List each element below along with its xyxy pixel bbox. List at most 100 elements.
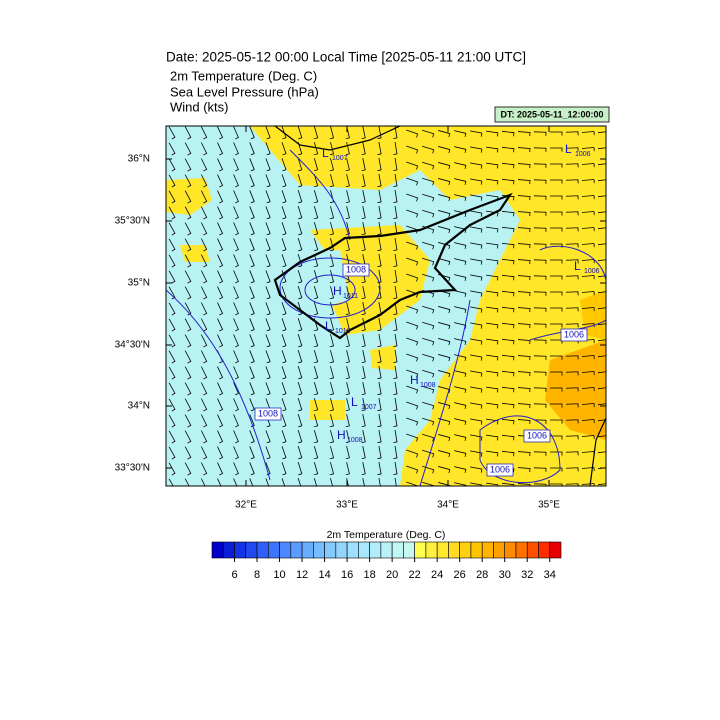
- wind-barb: [168, 222, 176, 236]
- wind-barb: [200, 158, 208, 172]
- wind-barb: [168, 254, 176, 268]
- wind-barb: [393, 462, 398, 475]
- wind-barb: [406, 305, 419, 314]
- wind-barb: [297, 206, 303, 220]
- wind-barb: [393, 206, 398, 219]
- wind-barb: [168, 126, 176, 140]
- wind-barb: [233, 430, 239, 444]
- wind-barb: [184, 414, 192, 428]
- colorbar-swatch: [414, 541, 427, 559]
- wind-barb: [581, 243, 595, 248]
- colorbar-swatch: [222, 541, 235, 559]
- wind-barb: [454, 146, 467, 153]
- wind-barb: [393, 286, 398, 299]
- wind-barb: [438, 354, 451, 362]
- wind-barb: [549, 451, 563, 456]
- wind-barb: [330, 478, 333, 486]
- wind-barb: [377, 366, 382, 379]
- wind-barb: [470, 386, 483, 393]
- wind-barb: [281, 366, 287, 380]
- wind-barb: [377, 190, 382, 203]
- wind-barb: [470, 322, 483, 329]
- wind-barb: [486, 130, 499, 137]
- wind-barb: [454, 450, 467, 457]
- wind-barb: [329, 286, 335, 300]
- wind-barb: [249, 334, 255, 348]
- pressure-value: 1008: [347, 437, 363, 444]
- wind-barb: [406, 369, 419, 378]
- wind-barb: [313, 302, 319, 316]
- wind-barb: [501, 162, 515, 169]
- wind-barb: [184, 254, 192, 268]
- wind-barb: [297, 254, 303, 268]
- wind-barb: [361, 206, 366, 220]
- wind-barb: [549, 259, 563, 264]
- colorbar-swatch: [448, 541, 460, 559]
- wind-barb: [361, 398, 366, 412]
- wind-barb: [454, 338, 467, 345]
- wind-barb: [406, 145, 419, 154]
- wind-barb: [422, 449, 435, 458]
- wind-barb: [422, 337, 435, 346]
- colorbar-swatch: [358, 541, 370, 559]
- wind-barb: [454, 370, 467, 377]
- wind-barb: [393, 270, 398, 283]
- wind-barb: [377, 382, 382, 395]
- wind-barb: [313, 190, 319, 204]
- wind-barb: [533, 291, 547, 296]
- colorbar-label: 26: [454, 569, 466, 581]
- wind-barb: [249, 126, 255, 140]
- wind-barb: [313, 158, 319, 172]
- wind-barb: [393, 158, 398, 171]
- wind-barb: [200, 302, 208, 316]
- wind-barb: [486, 178, 499, 185]
- colorbar-swatch: [504, 541, 517, 559]
- wind-barb: [517, 163, 531, 169]
- wind-barb: [438, 306, 451, 314]
- wind-barb: [361, 238, 366, 252]
- wind-barb: [565, 403, 579, 408]
- wind-barb: [422, 417, 435, 426]
- wind-barb: [233, 382, 239, 396]
- colorbar-swatch: [335, 541, 348, 559]
- wind-barb: [378, 478, 381, 486]
- wind-barb: [345, 366, 350, 380]
- wind-barb: [233, 190, 239, 204]
- wind-barb: [361, 382, 366, 396]
- colorbar-label: 14: [318, 569, 330, 581]
- wind-barb: [345, 334, 350, 348]
- wind-barb: [297, 366, 303, 380]
- wind-barb: [297, 238, 303, 252]
- wind-barb: [265, 462, 271, 476]
- wind-barb: [501, 322, 515, 329]
- map-axes: 32°E 33°E 34°E 35°E 36°N 35°30'N 35°N 34°30'N 34…: [115, 126, 606, 511]
- wind-barb: [313, 430, 319, 444]
- wind-barb: [233, 254, 239, 268]
- wind-barb: [549, 307, 563, 312]
- colorbar-label: 28: [476, 569, 488, 581]
- wind-barb: [233, 302, 239, 316]
- wind-barb: [565, 467, 579, 472]
- wind-barb: [313, 142, 319, 156]
- wind-barb: [393, 398, 398, 411]
- wind-barb: [406, 161, 419, 170]
- wind-barb: [517, 179, 531, 185]
- wind-barb: [184, 446, 192, 460]
- wind-barb: [345, 302, 350, 316]
- wind-barb: [265, 286, 271, 300]
- wind-barb: [565, 483, 579, 486]
- wind-barb: [549, 211, 563, 216]
- colorbar-swatch: [538, 541, 551, 559]
- wind-barb: [406, 417, 419, 426]
- wind-barb: [233, 142, 239, 156]
- wind-barb: [393, 334, 398, 347]
- wind-barb: [438, 226, 451, 234]
- wind-barb: [422, 145, 435, 154]
- wind-barb: [200, 446, 208, 460]
- wind-barb: [217, 126, 224, 140]
- wind-barb: [217, 382, 224, 396]
- pressure-center: H: [333, 284, 342, 298]
- wind-barb: [233, 366, 239, 380]
- wind-barb: [422, 161, 435, 170]
- wind-barb: [406, 385, 419, 394]
